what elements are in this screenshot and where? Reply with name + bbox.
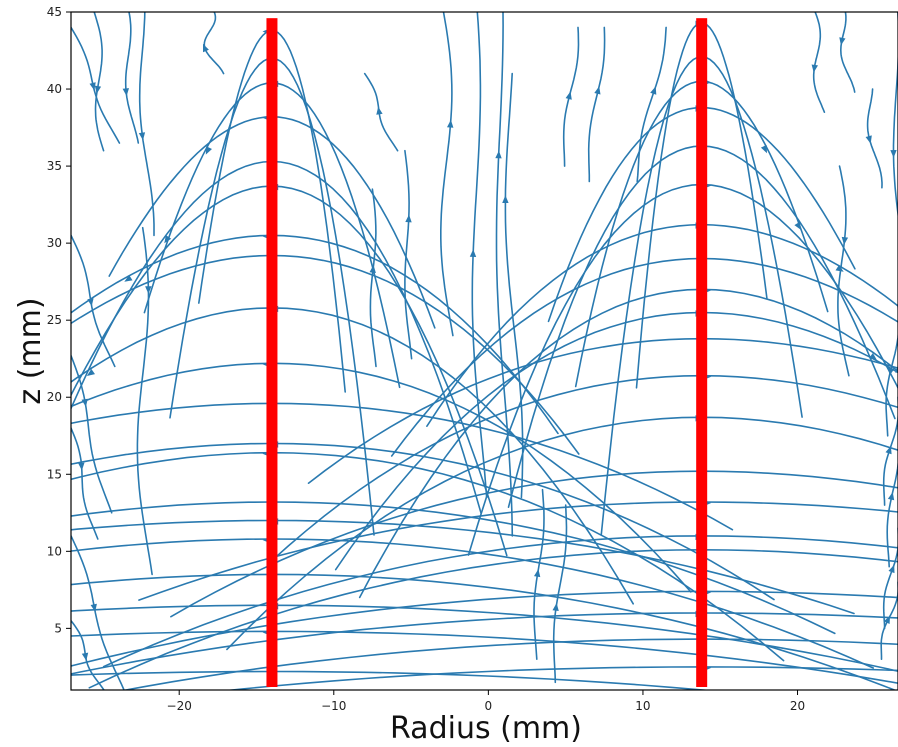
streamline-vertical xyxy=(138,12,155,237)
streamline-edge xyxy=(71,535,125,690)
y-tick-label: 10 xyxy=(47,544,62,558)
flow-arrow xyxy=(81,398,88,407)
flow-arrow xyxy=(94,85,102,94)
x-tick-label: 10 xyxy=(635,699,650,713)
flow-arrow xyxy=(495,150,502,159)
flow-arrow xyxy=(145,286,152,294)
streamline-edge xyxy=(404,149,413,360)
y-tick-label: 20 xyxy=(47,390,62,404)
x-tick-label: −20 xyxy=(167,699,192,713)
flow-arrow xyxy=(87,298,94,307)
y-tick-label: 35 xyxy=(47,159,62,173)
flow-arrow xyxy=(124,275,133,282)
flow-arrow xyxy=(760,144,767,154)
red-marker-bars xyxy=(266,18,708,688)
flow-arrow xyxy=(203,43,209,53)
y-axis-ticks: 5 10 15 20 25 30 35 40 45 xyxy=(47,5,71,635)
flow-arrow xyxy=(890,150,897,158)
flow-arrow xyxy=(122,88,129,97)
streamline-vertical xyxy=(504,72,524,499)
flow-arrow xyxy=(883,615,890,624)
y-tick-label: 5 xyxy=(54,621,62,635)
flow-arrow xyxy=(376,106,383,115)
flow-arrow xyxy=(90,603,97,612)
streamline-vertical xyxy=(839,12,856,93)
y-tick-label: 30 xyxy=(47,236,62,250)
flow-arrow xyxy=(794,221,802,230)
flow-arrow xyxy=(81,652,89,661)
y-tick-label: 45 xyxy=(47,5,62,19)
flow-arrow xyxy=(534,569,541,578)
streamline-edge xyxy=(71,354,113,514)
flow-arrow xyxy=(594,86,601,95)
flow-arrow xyxy=(888,367,895,376)
streamline-vertical xyxy=(495,12,514,537)
streamline-edge xyxy=(636,26,667,183)
streamline-vertical xyxy=(203,12,225,75)
x-tick-label: 20 xyxy=(790,699,805,713)
flow-arrow xyxy=(447,119,454,128)
flow-arrow xyxy=(369,265,376,273)
streamline-edge xyxy=(552,504,568,684)
flow-arrow xyxy=(552,603,559,611)
streamline-vertical xyxy=(136,226,153,576)
flow-arrow xyxy=(841,236,849,245)
flow-arrow xyxy=(811,64,818,73)
y-tick-label: 25 xyxy=(47,313,62,327)
streamline-vertical xyxy=(440,12,454,337)
streamline-vertical xyxy=(812,12,826,113)
x-tick-label: 0 xyxy=(485,699,493,713)
x-axis-ticks: −20 −10 0 10 20 xyxy=(167,690,805,713)
y-tick-label: 40 xyxy=(47,82,62,96)
flow-arrow xyxy=(86,368,95,376)
streamline-edge xyxy=(587,26,606,183)
streamline-edge xyxy=(882,527,898,630)
flow-arrow xyxy=(405,214,412,223)
flow-arrow xyxy=(865,135,872,144)
flow-arrow xyxy=(469,249,477,257)
flow-arrow xyxy=(887,492,895,501)
flow-arrow xyxy=(839,37,846,46)
flow-arrow xyxy=(650,86,657,95)
flow-arrow xyxy=(502,195,509,203)
flow-arrow xyxy=(835,265,844,272)
flow-arrow xyxy=(565,91,572,100)
y-tick-label: 15 xyxy=(47,467,62,481)
plot-frame xyxy=(70,11,898,691)
streamline-vertical xyxy=(93,12,105,152)
red-vertical-bar xyxy=(266,18,278,688)
flow-arrow xyxy=(138,132,146,141)
streamline-edge xyxy=(71,427,99,540)
flow-arrow xyxy=(888,564,895,574)
y-axis-label: z (mm) xyxy=(13,297,48,404)
streamline-vertical xyxy=(837,165,850,377)
flow-arrow xyxy=(78,462,85,471)
flow-arrow xyxy=(885,445,892,455)
x-tick-label: −10 xyxy=(321,699,346,713)
streamline-vertical xyxy=(124,12,140,144)
x-axis-label: Radius (mm) xyxy=(390,711,582,746)
streamline-edge xyxy=(369,188,377,368)
red-vertical-bar xyxy=(696,18,708,688)
flow-arrow xyxy=(205,146,212,155)
flow-arrow xyxy=(895,366,898,373)
flow-arrow xyxy=(164,235,172,244)
flow-arrow xyxy=(89,82,96,91)
